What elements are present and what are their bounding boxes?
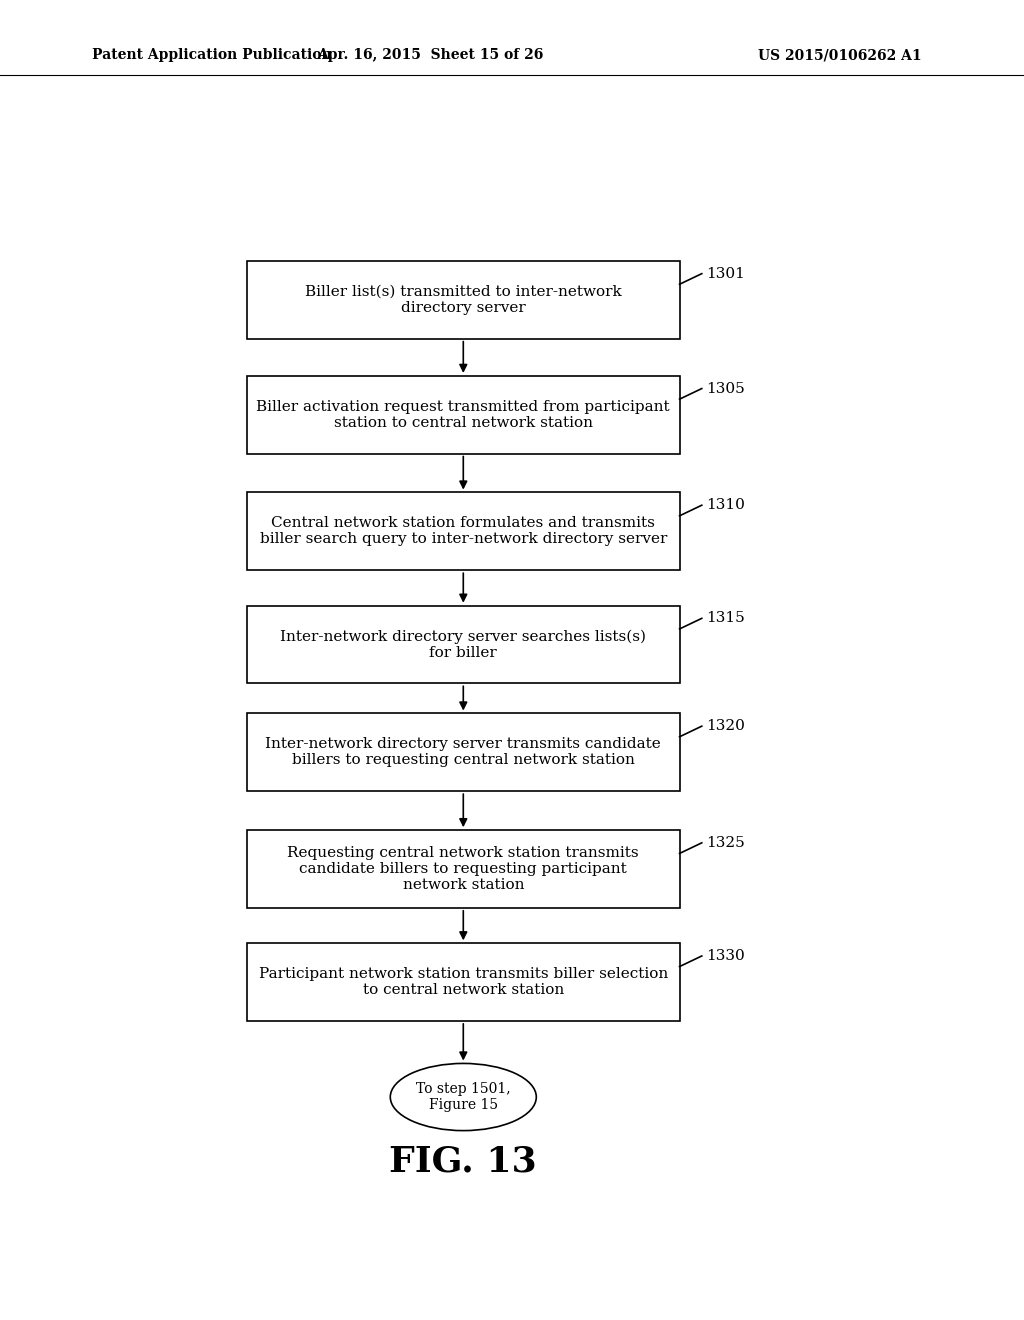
Bar	[247, 830, 680, 908]
Text: 1325: 1325	[706, 836, 744, 850]
Bar	[247, 492, 680, 570]
Text: Inter-network directory server searches lists(s)
for biller: Inter-network directory server searches …	[281, 630, 646, 660]
Text: US 2015/0106262 A1: US 2015/0106262 A1	[758, 49, 922, 62]
Text: FIG. 13: FIG. 13	[389, 1144, 538, 1179]
Text: 1320: 1320	[706, 719, 744, 733]
Text: Biller list(s) transmitted to inter-network
directory server: Biller list(s) transmitted to inter-netw…	[305, 285, 622, 315]
Ellipse shape	[390, 1064, 537, 1131]
Text: 1330: 1330	[706, 949, 744, 964]
Text: Apr. 16, 2015  Sheet 15 of 26: Apr. 16, 2015 Sheet 15 of 26	[316, 49, 544, 62]
Text: Central network station formulates and transmits
biller search query to inter-ne: Central network station formulates and t…	[260, 516, 667, 546]
Text: Participant network station transmits biller selection
to central network statio: Participant network station transmits bi…	[259, 968, 668, 997]
Bar	[247, 606, 680, 684]
Text: To step 1501,
Figure 15: To step 1501, Figure 15	[416, 1082, 511, 1113]
Bar	[247, 376, 680, 454]
Text: Patent Application Publication: Patent Application Publication	[92, 49, 332, 62]
Bar	[247, 261, 680, 339]
Text: Inter-network directory server transmits candidate
billers to requesting central: Inter-network directory server transmits…	[265, 738, 662, 767]
Bar	[247, 944, 680, 1020]
Bar	[247, 713, 680, 791]
Text: 1310: 1310	[706, 498, 744, 512]
Text: Requesting central network station transmits
candidate billers to requesting par: Requesting central network station trans…	[288, 846, 639, 892]
Text: 1315: 1315	[706, 611, 744, 626]
Text: 1305: 1305	[706, 381, 744, 396]
Text: Biller activation request transmitted from participant
station to central networ: Biller activation request transmitted fr…	[256, 400, 670, 430]
Text: 1301: 1301	[706, 267, 744, 281]
